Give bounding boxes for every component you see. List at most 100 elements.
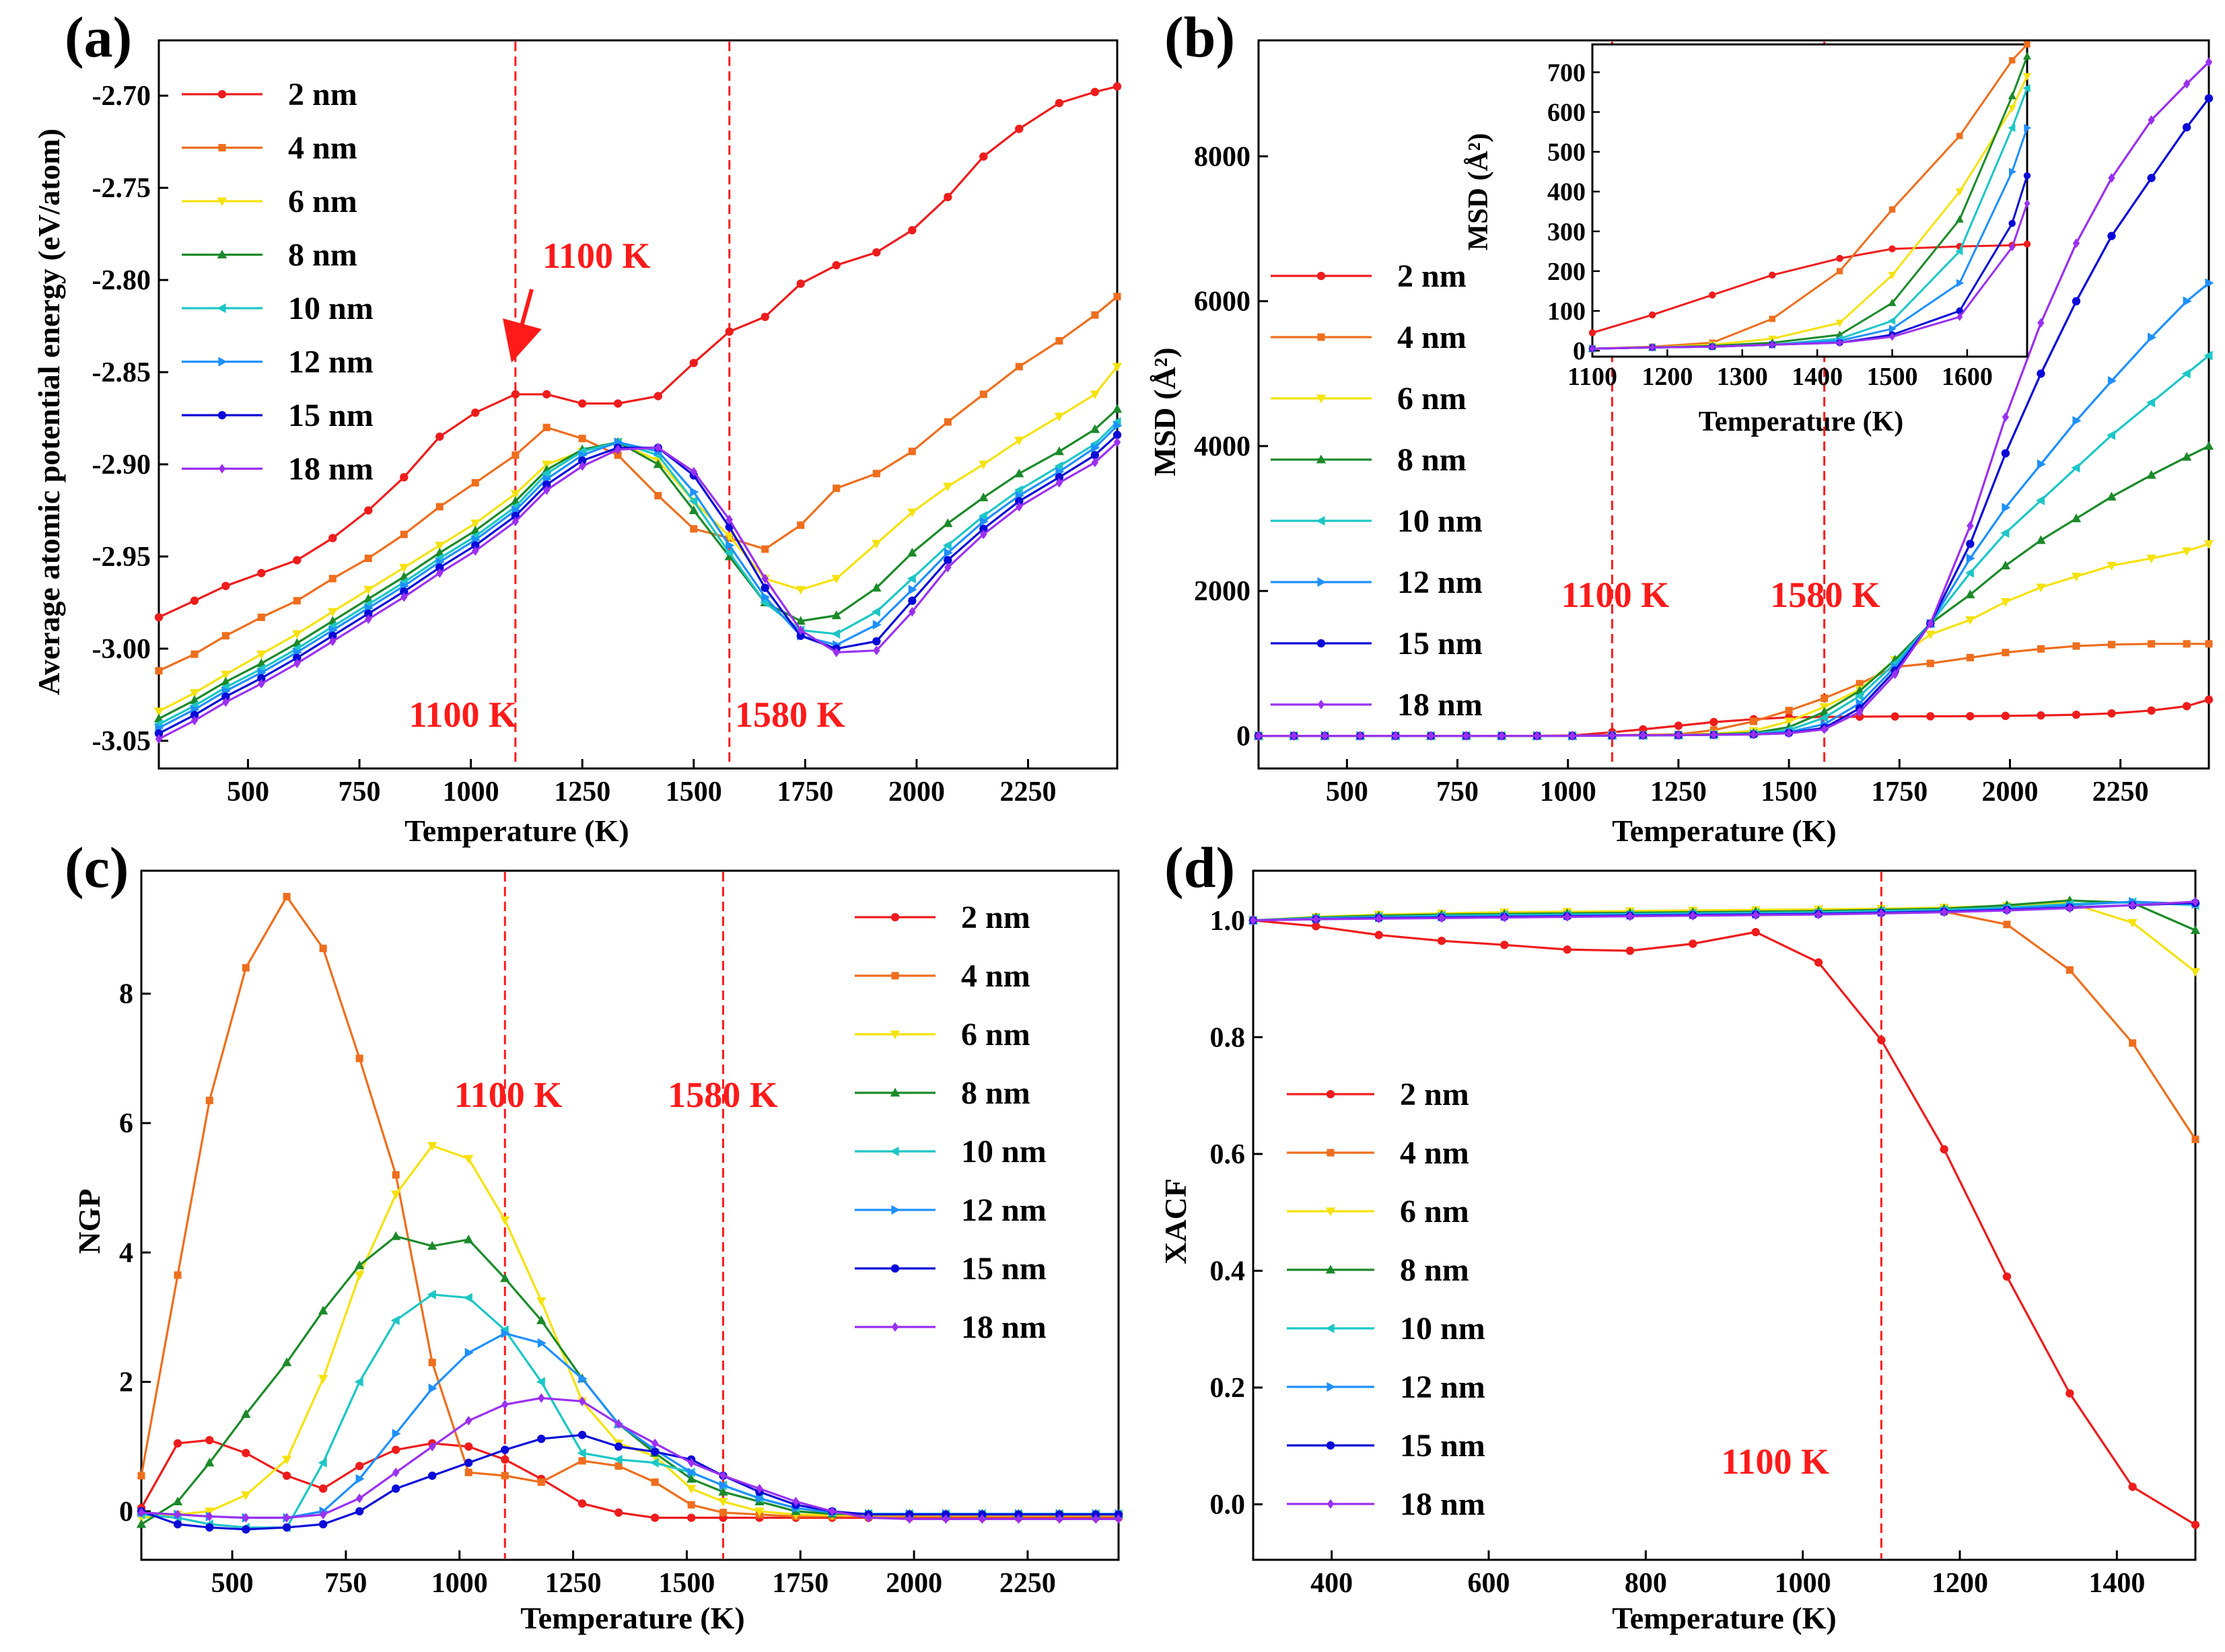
data-point [1674, 721, 1683, 730]
data-point [2037, 645, 2045, 653]
data-point [465, 1416, 472, 1426]
legend-swatch-marker [217, 197, 227, 207]
data-point [1055, 98, 1064, 108]
data-point [1015, 124, 1024, 133]
data-point [2107, 430, 2116, 440]
data-point [293, 556, 302, 565]
data-point [257, 569, 266, 577]
data-point [511, 390, 520, 399]
data-point [831, 610, 841, 620]
data-point [650, 1447, 660, 1456]
data-point [1015, 497, 1024, 505]
data-point [501, 1445, 509, 1454]
data-point [1752, 910, 1759, 921]
annotation-label: 1100 K [1561, 575, 1670, 615]
legend-swatch-marker [890, 1146, 899, 1157]
data-point [471, 541, 480, 550]
data-point [429, 1441, 436, 1451]
legend-a: 2 nm 4 nm 6 nm 8 nm 10 nm 12 nm 15 nm 18 nm [182, 77, 374, 487]
legend-swatch-marker [218, 357, 227, 367]
panel-c: (c) Temperature (K) NGP [65, 835, 745, 1635]
data-point [2148, 640, 2156, 648]
data-point [205, 1096, 213, 1104]
data-point [318, 1458, 327, 1468]
data-point [577, 1448, 586, 1458]
inset-data-point [1955, 215, 1964, 223]
inset-y-tick-label: 0 [1573, 337, 1586, 365]
y-tick-label: 6 [119, 1108, 133, 1139]
data-point [1113, 421, 1123, 431]
inset-data-point [2024, 41, 2030, 48]
data-point [392, 1468, 400, 1478]
inset-data-point [1888, 206, 1896, 213]
data-point [435, 503, 444, 511]
x-tick-label: 2250 [2092, 777, 2149, 807]
data-point [690, 525, 698, 533]
data-point [833, 484, 841, 493]
data-point [796, 616, 806, 625]
data-point [724, 532, 734, 542]
legend-label: 10 nm [1400, 1311, 1485, 1346]
data-point [761, 545, 769, 553]
data-point [1689, 939, 1697, 948]
x-tick-label: 1000 [1775, 1568, 1831, 1599]
data-point [1891, 712, 1899, 721]
series-line-18nm [1252, 900, 2196, 922]
data-point [2146, 398, 2156, 408]
data-point [1965, 616, 1975, 625]
data-point [614, 399, 623, 408]
data-point [1710, 729, 1718, 740]
inset-data-point [1955, 247, 1963, 256]
legend-label: 8 nm [961, 1075, 1030, 1111]
data-point [1112, 363, 1123, 372]
data-point [2147, 174, 2156, 182]
x-tick-label: 400 [1310, 1568, 1353, 1599]
data-point [436, 568, 444, 578]
data-point [221, 632, 229, 640]
data-point [464, 1458, 473, 1467]
x-tick-label: 750 [339, 777, 381, 807]
data-point [1014, 485, 1023, 495]
legend-label: 10 nm [961, 1134, 1047, 1170]
data-point [944, 563, 952, 573]
data-point [1115, 1514, 1123, 1524]
inset-data-point [2022, 83, 2030, 93]
panel-label-c: (c) [65, 835, 129, 900]
data-point [761, 312, 769, 322]
data-point [578, 399, 587, 408]
data-point [1113, 437, 1121, 447]
legend-label: 8 nm [288, 238, 357, 273]
data-point [501, 1472, 509, 1480]
data-point [944, 418, 952, 426]
inset-data-point [2008, 124, 2016, 133]
data-point [173, 1519, 182, 1529]
data-point [942, 540, 952, 550]
data-point [832, 261, 841, 270]
plot-frame-d [1252, 869, 2197, 1561]
legend-label: 6 nm [288, 184, 357, 219]
x-tick-label: 1750 [777, 777, 833, 807]
data-point [1966, 712, 1975, 721]
data-point [257, 674, 266, 682]
plot-frame-b [1257, 39, 2210, 770]
data-point [221, 692, 230, 701]
data-point [1090, 451, 1100, 460]
y-tick-label: -2.70 [92, 81, 151, 112]
inset-y-tick-label: 600 [1547, 98, 1586, 127]
data-point [1501, 912, 1508, 923]
data-point [1856, 707, 1864, 717]
legend-c: 2 nm 4 nm 6 nm 8 nm 10 nm 12 nm 15 nm 18 nm [855, 900, 1047, 1345]
panel-c-y-axis-title: NGP [72, 1188, 106, 1254]
data-point [2146, 470, 2156, 479]
data-point [464, 1468, 472, 1476]
data-point [2182, 452, 2192, 461]
data-point [1891, 669, 1899, 680]
data-point [2107, 231, 2116, 240]
legend-label: 10 nm [288, 291, 374, 326]
data-point [1112, 431, 1122, 439]
inset-data-point [1889, 332, 1895, 341]
y-tick-label: 0.8 [1210, 1022, 1246, 1053]
data-point [1965, 589, 1975, 599]
data-point [944, 192, 952, 202]
data-point [1312, 914, 1320, 925]
